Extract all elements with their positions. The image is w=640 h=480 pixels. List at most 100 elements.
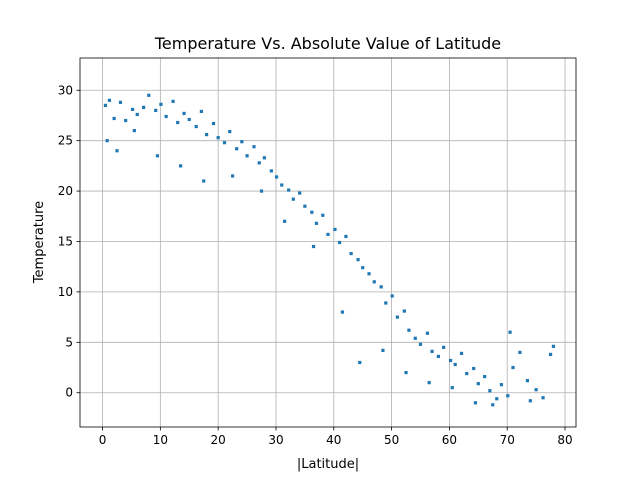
scatter-point [231,174,235,178]
scatter-point [528,399,532,403]
scatter-point [495,397,499,401]
scatter-point [235,147,239,151]
scatter-point [404,370,408,375]
scatter-point [427,381,431,385]
scatter-point [280,183,284,187]
scatter-point [298,191,302,195]
scatter-point [436,354,441,359]
x-tick-label: 0 [99,433,107,447]
y-tick-label: 30 [58,83,73,97]
scatter-point [171,99,175,103]
y-tick-label: 5 [65,335,73,349]
scatter-point [222,141,227,145]
scatter-point [476,382,480,386]
scatter-point [390,294,394,298]
y-tick-label: 0 [65,386,73,400]
plot-frame [79,57,577,428]
scatter-point [176,120,180,125]
x-tick-label: 10 [153,433,168,447]
x-tick-label: 40 [326,433,341,447]
scatter-point [118,100,123,104]
chart-title: Temperature Vs. Absolute Value of Latitu… [154,34,501,53]
scatter-point [199,109,203,114]
scatter-point [418,342,423,346]
scatter-point [259,189,264,193]
scatter-point [344,234,348,239]
y-tick-label: 10 [58,285,73,299]
scatter-point [274,175,279,179]
scatter-point [269,169,273,173]
scatter-point [141,105,146,109]
scatter-point [333,227,337,231]
x-axis-ticks: 0 10 20 30 40 50 60 70 80 [99,427,573,447]
scatter-point [147,93,151,97]
scatter-point [103,103,108,107]
scatter-point [395,315,399,319]
scatter-point [525,379,530,383]
scatter-point [430,349,434,353]
scatter-point [216,136,220,140]
scatter-point [473,401,478,405]
y-axis-label: Temperature [32,201,47,284]
x-axis-label: |Latitude| [297,457,359,472]
y-tick-label: 20 [58,184,73,198]
scatter-point [381,348,385,352]
scatter-point [194,124,198,129]
scatter-point [534,388,538,392]
scatter-point [541,396,545,400]
scatter-point [211,121,216,126]
scatter-point [459,351,464,355]
x-tick-label: 80 [557,433,572,447]
scatter-point [413,336,417,340]
scatter-point [506,394,510,398]
scatter-point [311,244,316,249]
scatter-point [205,133,209,137]
scatter-point [154,108,158,113]
scatter-point [488,389,492,393]
x-tick-label: 60 [442,433,457,447]
scatter-point [155,154,160,158]
scatter-point [491,403,495,407]
scatter-point [245,154,249,158]
scatter-point [465,371,469,376]
x-tick-label: 30 [268,433,283,447]
x-tick-label: 20 [211,433,226,447]
scatter-point [483,374,487,379]
scatter-point [349,251,353,256]
scatter-point [340,310,345,314]
scatter-point [379,285,383,289]
scatter-point [508,330,512,334]
scatter-point [384,301,388,305]
scatter-point [361,266,365,270]
scatter-point [402,309,406,313]
scatter-point [202,179,206,183]
scatter-point [453,362,457,367]
scatter-point [326,232,330,237]
y-tick-label: 15 [58,234,73,248]
scatter-point [518,350,522,354]
scatter-point [131,107,135,112]
scatter-point [182,111,186,116]
scatter-point [356,258,360,262]
scatter-point [448,358,453,363]
scatter-point [472,366,476,371]
scatter-point [425,331,430,335]
scatter-point [135,112,139,117]
scatter-point [337,240,342,245]
scatter-point [303,204,307,208]
scatter-point [321,213,325,217]
scatter-point [548,352,553,357]
scatter-point [314,221,319,225]
scatter-point [283,219,287,223]
scatter-point [499,383,504,387]
scatter-point [450,386,454,390]
scatter-point [551,344,556,348]
scatter-point [252,145,256,149]
scatter-point [240,140,244,144]
scatter-point [291,197,295,201]
scatter-point [124,118,128,123]
y-tick-label: 25 [58,134,73,148]
scatter-point [511,365,515,370]
scatter-point [187,117,191,122]
scatter-point [257,161,261,165]
